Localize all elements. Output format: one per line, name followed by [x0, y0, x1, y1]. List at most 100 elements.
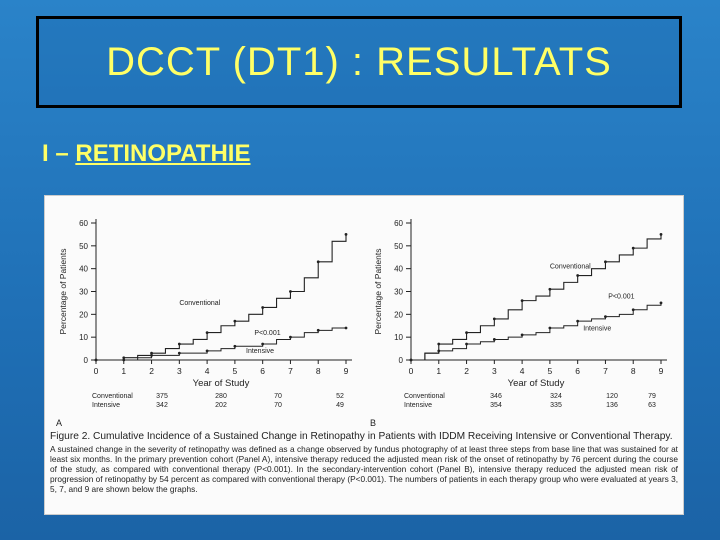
data-point-conventional	[492, 317, 496, 321]
data-point-conventional	[205, 331, 209, 334]
x-axis-label: Year of Study	[508, 378, 565, 389]
data-point-conventional	[177, 342, 181, 346]
label-pvalue: P<0.001	[608, 293, 634, 300]
x-tick-label: 0	[409, 366, 414, 376]
label-pvalue: P<0.001	[254, 330, 280, 337]
series-line-intensive	[411, 302, 662, 361]
y-tick-label: 0	[84, 356, 89, 365]
at-risk-value: 120	[606, 393, 618, 400]
x-tick-label: 3	[492, 366, 497, 376]
data-point-intensive	[150, 354, 153, 357]
x-tick-label: 9	[659, 366, 664, 376]
at-risk-row-label: Conventional	[92, 393, 133, 400]
y-tick-label: 20	[394, 310, 403, 319]
y-tick-label: 10	[79, 333, 88, 342]
slide-title-box: DCCT (DT1) : RESULTATS	[36, 16, 682, 108]
data-point-intensive	[205, 349, 209, 353]
data-point-conventional	[289, 290, 292, 293]
x-tick-label: 2	[464, 366, 469, 376]
x-axis-label: Year of Study	[193, 378, 250, 389]
label-intensive: Intensive	[583, 325, 611, 332]
data-point-conventional	[233, 319, 237, 323]
slide-title: DCCT (DT1) : RESULTATS	[106, 39, 612, 84]
at-risk-value: 79	[648, 393, 656, 400]
at-risk-row-label: Intensive	[404, 402, 432, 409]
data-point-conventional	[604, 260, 607, 264]
data-point-conventional	[344, 233, 348, 236]
at-risk-value: 335	[550, 402, 562, 409]
x-tick-label: 0	[94, 366, 99, 376]
data-point-conventional	[659, 233, 663, 236]
data-point-intensive	[604, 315, 607, 319]
x-tick-label: 6	[260, 366, 265, 376]
at-risk-value: 136	[606, 402, 618, 409]
data-point-intensive	[465, 342, 468, 346]
data-point-intensive	[261, 342, 265, 346]
y-tick-label: 60	[394, 219, 403, 228]
at-risk-value: 342	[156, 402, 168, 409]
data-point-intensive	[437, 349, 441, 353]
data-point-intensive	[631, 308, 635, 312]
at-risk-value: 70	[274, 402, 282, 409]
figure-image: 0 10 20 30 40 50 60 0 1 2 3 4 5 6 7 8 9 Percentage of Pat…	[44, 195, 684, 515]
x-tick-label: 4	[520, 366, 525, 376]
at-risk-row-label: Conventional	[404, 393, 445, 400]
x-tick-label: 9	[344, 366, 349, 376]
y-axis-label: Percentage of Patients	[58, 248, 68, 334]
at-risk-value: 70	[274, 393, 282, 400]
y-axis-label: Percentage of Patients	[373, 248, 383, 334]
x-tick-label: 5	[548, 366, 553, 376]
at-risk-value: 202	[215, 402, 227, 409]
data-point-conventional	[465, 331, 468, 334]
y-tick-label: 40	[79, 265, 88, 274]
x-tick-label: 8	[631, 366, 636, 376]
y-tick-label: 20	[79, 310, 88, 319]
data-point-conventional	[576, 274, 580, 277]
data-point-conventional	[437, 342, 441, 346]
section-heading: I – RETINOPATHIE	[42, 140, 250, 168]
series-line-conventional	[96, 234, 347, 361]
x-tick-label: 6	[575, 366, 580, 376]
caption-body: A sustained change in the severity of re…	[50, 444, 678, 494]
data-point-conventional	[150, 351, 153, 355]
data-point-intensive	[177, 351, 181, 355]
y-tick-label: 30	[79, 288, 88, 297]
y-tick-label: 60	[79, 219, 88, 228]
caption-title: Figure 2. Cumulative Incidence of a Sust…	[50, 431, 673, 442]
data-point-intensive	[289, 335, 292, 339]
data-point-intensive	[344, 326, 348, 330]
data-point-intensive	[316, 328, 320, 332]
series-line-conventional	[411, 234, 662, 361]
data-point-intensive	[548, 326, 552, 330]
data-point-intensive	[576, 319, 580, 323]
y-tick-label: 40	[394, 265, 403, 274]
data-point-intensive	[409, 358, 413, 362]
data-point-intensive	[659, 301, 663, 305]
data-point-conventional	[631, 246, 635, 250]
y-tick-label: 50	[79, 242, 88, 251]
section-title: RETINOPATHIE	[75, 140, 251, 167]
data-point-conventional	[520, 299, 524, 303]
data-point-intensive	[122, 358, 126, 362]
at-risk-value: 52	[336, 393, 344, 400]
series-line-intensive	[96, 327, 346, 361]
x-tick-label: 1	[436, 366, 441, 376]
y-tick-label: 10	[394, 333, 403, 342]
x-tick-label: 4	[205, 366, 210, 376]
at-risk-value: 280	[215, 393, 227, 400]
x-tick-label: 5	[233, 366, 238, 376]
label-conventional: Conventional	[179, 300, 220, 307]
at-risk-value: 346	[490, 393, 502, 400]
x-tick-label: 2	[149, 366, 154, 376]
y-tick-label: 50	[394, 242, 403, 251]
data-point-conventional	[316, 260, 320, 264]
x-tick-label: 8	[316, 366, 321, 376]
label-intensive: Intensive	[246, 348, 274, 355]
section-prefix: I –	[42, 140, 76, 167]
data-point-intensive	[233, 344, 237, 348]
x-tick-label: 7	[288, 366, 293, 376]
figure-caption: Figure 2. Cumulative Incidence of a Sust…	[50, 431, 678, 494]
panel-letter: A	[56, 418, 62, 428]
at-risk-value: 324	[550, 393, 562, 400]
